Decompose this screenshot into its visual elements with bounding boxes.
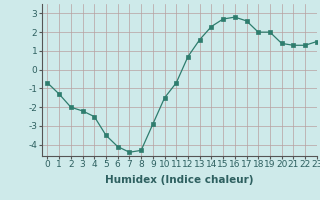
X-axis label: Humidex (Indice chaleur): Humidex (Indice chaleur) [105,175,253,185]
